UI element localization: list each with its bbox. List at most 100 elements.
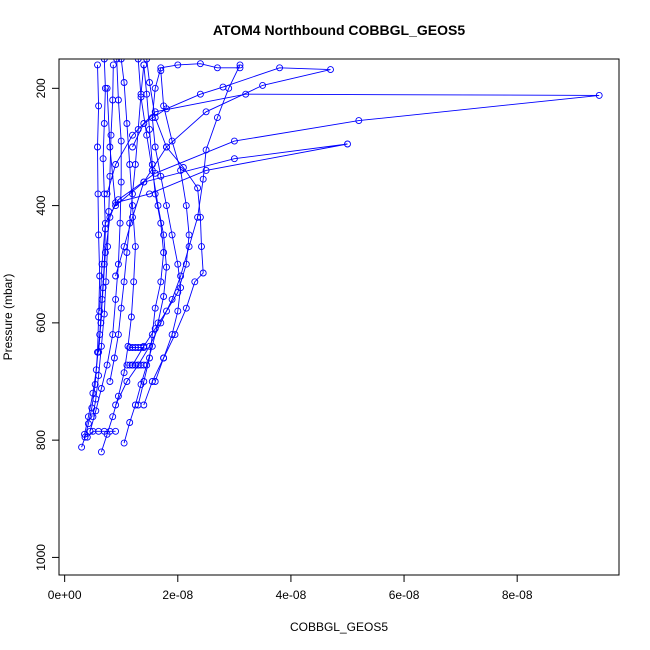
data-point bbox=[174, 260, 182, 268]
data-point bbox=[117, 178, 125, 186]
x-tick-label: 0e+00 bbox=[48, 588, 82, 602]
series-profile-5 bbox=[120, 59, 170, 447]
data-point bbox=[137, 361, 145, 369]
data-point bbox=[157, 64, 165, 72]
data-point bbox=[148, 331, 156, 339]
data-point bbox=[84, 420, 92, 428]
data-point bbox=[110, 354, 118, 362]
data-point bbox=[168, 137, 176, 145]
series-profile-16 bbox=[83, 427, 120, 441]
data-point bbox=[117, 304, 125, 312]
data-point bbox=[160, 293, 168, 300]
x-tick-label: 6e-08 bbox=[389, 588, 420, 602]
series-line bbox=[143, 59, 204, 406]
data-point bbox=[595, 91, 603, 99]
data-point bbox=[327, 66, 334, 74]
series-line bbox=[81, 64, 101, 448]
data-point bbox=[146, 79, 153, 86]
data-point bbox=[129, 213, 136, 221]
data-point bbox=[160, 354, 168, 362]
data-point bbox=[143, 59, 151, 63]
data-point bbox=[109, 61, 117, 69]
data-point bbox=[112, 202, 120, 210]
data-point bbox=[146, 125, 153, 133]
x-axis-label: COBBGL_GEOS5 bbox=[290, 620, 388, 634]
data-point bbox=[196, 213, 204, 221]
series-line bbox=[100, 59, 136, 453]
data-point bbox=[92, 407, 100, 415]
series-profile-6 bbox=[112, 61, 244, 409]
data-point bbox=[129, 131, 136, 139]
data-point bbox=[151, 304, 159, 312]
data-point bbox=[100, 59, 108, 63]
data-point bbox=[83, 433, 91, 441]
data-point bbox=[97, 448, 105, 456]
series-line bbox=[84, 59, 106, 435]
data-point bbox=[112, 272, 120, 280]
data-point bbox=[112, 401, 120, 409]
data-point bbox=[160, 231, 168, 239]
data-point bbox=[114, 196, 122, 204]
data-point bbox=[107, 131, 115, 139]
data-point bbox=[97, 342, 105, 350]
data-point bbox=[151, 325, 159, 333]
data-point bbox=[213, 64, 221, 72]
data-point bbox=[124, 342, 132, 350]
data-point bbox=[127, 313, 135, 321]
axes: 0e+00 2e-08 4e-08 6e-08 8e-08 200 400 600 800 100… bbox=[34, 78, 533, 602]
data-point bbox=[185, 243, 193, 251]
plot-area bbox=[78, 59, 603, 456]
data-point bbox=[163, 202, 170, 210]
x-tick-label: 8e-08 bbox=[502, 588, 533, 602]
series-profile-10 bbox=[96, 90, 603, 315]
y-tick-label: 1000 bbox=[34, 544, 48, 571]
y-tick-label: 400 bbox=[34, 195, 48, 215]
series-profile-4 bbox=[97, 59, 139, 456]
data-point bbox=[202, 166, 210, 174]
data-point bbox=[96, 272, 104, 280]
data-point bbox=[120, 278, 128, 286]
data-point bbox=[129, 190, 136, 198]
data-point bbox=[102, 278, 110, 286]
data-point bbox=[163, 105, 170, 113]
series-line bbox=[109, 64, 145, 382]
data-point bbox=[219, 83, 227, 91]
data-point bbox=[98, 260, 106, 268]
data-point bbox=[109, 413, 117, 421]
chart-title: ATOM4 Northbound COBBGL_GEOS5 bbox=[213, 22, 465, 38]
series-profile-13 bbox=[106, 61, 148, 385]
data-point bbox=[104, 243, 112, 251]
data-point bbox=[103, 361, 111, 369]
data-point bbox=[182, 260, 190, 268]
series-line bbox=[115, 67, 331, 277]
data-point bbox=[97, 385, 105, 392]
data-point bbox=[105, 208, 113, 215]
series-profile-18 bbox=[126, 344, 148, 351]
data-point bbox=[106, 143, 114, 151]
data-point bbox=[194, 184, 202, 192]
data-point bbox=[113, 59, 121, 63]
plot-frame bbox=[58, 58, 620, 576]
data-point bbox=[129, 143, 136, 151]
series-profile-17 bbox=[123, 361, 148, 369]
data-point bbox=[95, 348, 103, 356]
data-point bbox=[148, 161, 156, 168]
series-profile-14 bbox=[134, 61, 168, 409]
data-point bbox=[100, 310, 108, 318]
series-line bbox=[123, 59, 167, 444]
data-point bbox=[89, 413, 97, 421]
data-point bbox=[213, 114, 221, 122]
data-point bbox=[230, 155, 238, 163]
y-tick-label: 800 bbox=[34, 430, 48, 450]
data-point bbox=[163, 263, 170, 271]
series-line bbox=[137, 64, 165, 406]
data-point bbox=[196, 60, 204, 68]
data-point bbox=[101, 249, 109, 256]
x-tick-label: 4e-08 bbox=[276, 588, 307, 602]
data-point bbox=[174, 307, 182, 315]
data-point bbox=[163, 143, 170, 151]
data-point bbox=[120, 369, 128, 377]
data-point bbox=[112, 161, 120, 168]
data-point bbox=[117, 59, 125, 63]
data-point bbox=[103, 190, 111, 198]
